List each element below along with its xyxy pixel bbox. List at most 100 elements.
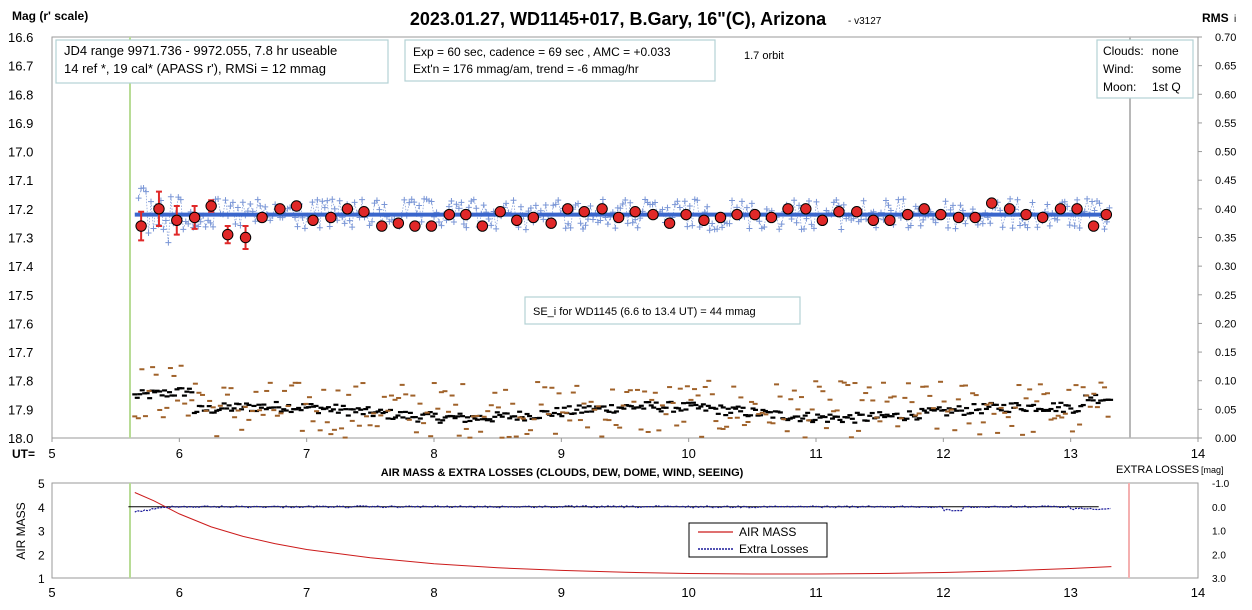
raw-point bbox=[838, 226, 845, 233]
info-box-exposure-line1: Exp = 60 sec, cadence = 69 sec , AMC = +… bbox=[413, 45, 671, 59]
rms-black-mark bbox=[596, 407, 602, 410]
rms-brown-mark bbox=[192, 382, 198, 385]
rms-brown-mark bbox=[1020, 433, 1026, 436]
raw-point bbox=[793, 219, 800, 226]
raw-point bbox=[150, 225, 157, 232]
raw-point bbox=[748, 200, 755, 207]
rms-brown-mark bbox=[289, 384, 295, 387]
binned-point bbox=[765, 211, 778, 224]
top-ytick-left-label: 16.6 bbox=[8, 30, 33, 45]
raw-point bbox=[237, 222, 244, 229]
rms-brown-mark bbox=[699, 435, 705, 438]
moon-value: 1st Q bbox=[1152, 80, 1181, 94]
rms-black-mark bbox=[584, 410, 590, 413]
rms-black-mark bbox=[137, 393, 143, 396]
raw-point bbox=[329, 196, 336, 203]
rms-brown-mark bbox=[1077, 423, 1083, 426]
raw-point bbox=[788, 215, 795, 222]
rms-black-mark bbox=[825, 420, 831, 423]
bottom-ytick-left-label: 4 bbox=[38, 501, 45, 515]
raw-point bbox=[503, 200, 510, 207]
rms-black-mark bbox=[757, 414, 763, 417]
rms-black-mark bbox=[355, 407, 361, 410]
raw-point bbox=[254, 196, 261, 203]
rms-brown-mark bbox=[470, 415, 476, 418]
bottom-ytick-left-label: 1 bbox=[38, 572, 45, 586]
extra-losses-series-line bbox=[134, 505, 1111, 513]
rms-black-mark bbox=[494, 411, 500, 414]
rms-brown-mark bbox=[178, 364, 184, 367]
top-ytick-right-label: 0.70 bbox=[1215, 32, 1236, 44]
rms-brown-mark bbox=[292, 381, 298, 384]
rms-black-mark bbox=[370, 414, 376, 418]
top-ytick-right-label: 0.35 bbox=[1215, 233, 1236, 245]
raw-point bbox=[632, 216, 639, 223]
rms-brown-mark bbox=[463, 427, 469, 430]
rms-brown-mark bbox=[506, 435, 512, 438]
raw-point bbox=[185, 220, 192, 227]
raw-point bbox=[197, 218, 204, 225]
rms-black-mark bbox=[1108, 398, 1114, 401]
top-ytick-left-label: 17.4 bbox=[8, 259, 33, 274]
rms-black-mark bbox=[695, 407, 701, 410]
rms-black-mark bbox=[956, 405, 962, 408]
binned-point bbox=[443, 208, 455, 221]
rms-brown-mark bbox=[171, 374, 177, 377]
rms-brown-mark bbox=[538, 403, 544, 406]
raw-point bbox=[805, 197, 812, 204]
rms-black-mark bbox=[904, 417, 910, 420]
raw-point bbox=[210, 223, 217, 230]
rms-black-mark bbox=[1016, 404, 1022, 407]
rms-brown-mark bbox=[927, 394, 933, 397]
rms-brown-mark bbox=[189, 399, 195, 402]
rms-brown-mark bbox=[791, 389, 797, 392]
raw-point bbox=[580, 225, 587, 232]
binned-point bbox=[816, 214, 829, 227]
legend-extra-losses-label: Extra Losses bbox=[739, 542, 808, 556]
rms-brown-mark bbox=[845, 384, 851, 387]
rms-brown-mark bbox=[1044, 392, 1050, 395]
raw-point bbox=[517, 203, 524, 210]
rms-brown-mark bbox=[321, 388, 327, 391]
bottom-right-label-unit: [mag] bbox=[1201, 465, 1224, 475]
rms-brown-mark bbox=[610, 388, 616, 391]
rms-brown-mark bbox=[934, 427, 940, 430]
rms-black-mark bbox=[171, 394, 177, 397]
rms-black-mark bbox=[313, 404, 319, 408]
rms-brown-mark bbox=[246, 418, 252, 421]
rms-black-mark bbox=[748, 414, 754, 417]
raw-point bbox=[480, 202, 487, 209]
raw-point bbox=[438, 222, 445, 229]
rms-black-mark bbox=[244, 402, 250, 405]
rms-black-mark bbox=[703, 409, 709, 412]
raw-point bbox=[1007, 195, 1014, 202]
top-xtick-label: 8 bbox=[430, 446, 437, 461]
bottom-xtick-label: 14 bbox=[1191, 585, 1205, 600]
bottom-ytick-right-label: -1.0 bbox=[1212, 479, 1230, 490]
rms-black-mark bbox=[728, 411, 734, 414]
raw-point bbox=[686, 203, 693, 210]
rms-brown-mark bbox=[552, 432, 558, 435]
raw-point bbox=[215, 195, 222, 202]
rms-brown-mark bbox=[185, 414, 191, 417]
raw-point bbox=[1017, 222, 1024, 229]
rms-brown-mark bbox=[499, 436, 505, 439]
raw-point bbox=[1054, 216, 1061, 223]
rms-brown-mark bbox=[952, 429, 958, 432]
rms-black-mark bbox=[1078, 405, 1084, 408]
raw-point bbox=[450, 219, 457, 226]
rms-brown-mark bbox=[303, 402, 309, 405]
binned-point bbox=[171, 214, 183, 227]
rms-black-mark bbox=[186, 387, 192, 390]
rms-black-mark bbox=[536, 416, 542, 420]
rms-black-mark bbox=[646, 401, 652, 404]
binned-point bbox=[1100, 208, 1113, 221]
rms-black-mark bbox=[1038, 407, 1044, 411]
rms-brown-mark bbox=[221, 386, 227, 389]
binned-point bbox=[596, 203, 608, 215]
raw-point bbox=[436, 219, 443, 226]
raw-point bbox=[252, 218, 259, 225]
rms-black-mark bbox=[152, 391, 158, 394]
rms-black-mark bbox=[1095, 401, 1101, 405]
raw-point bbox=[406, 199, 413, 206]
